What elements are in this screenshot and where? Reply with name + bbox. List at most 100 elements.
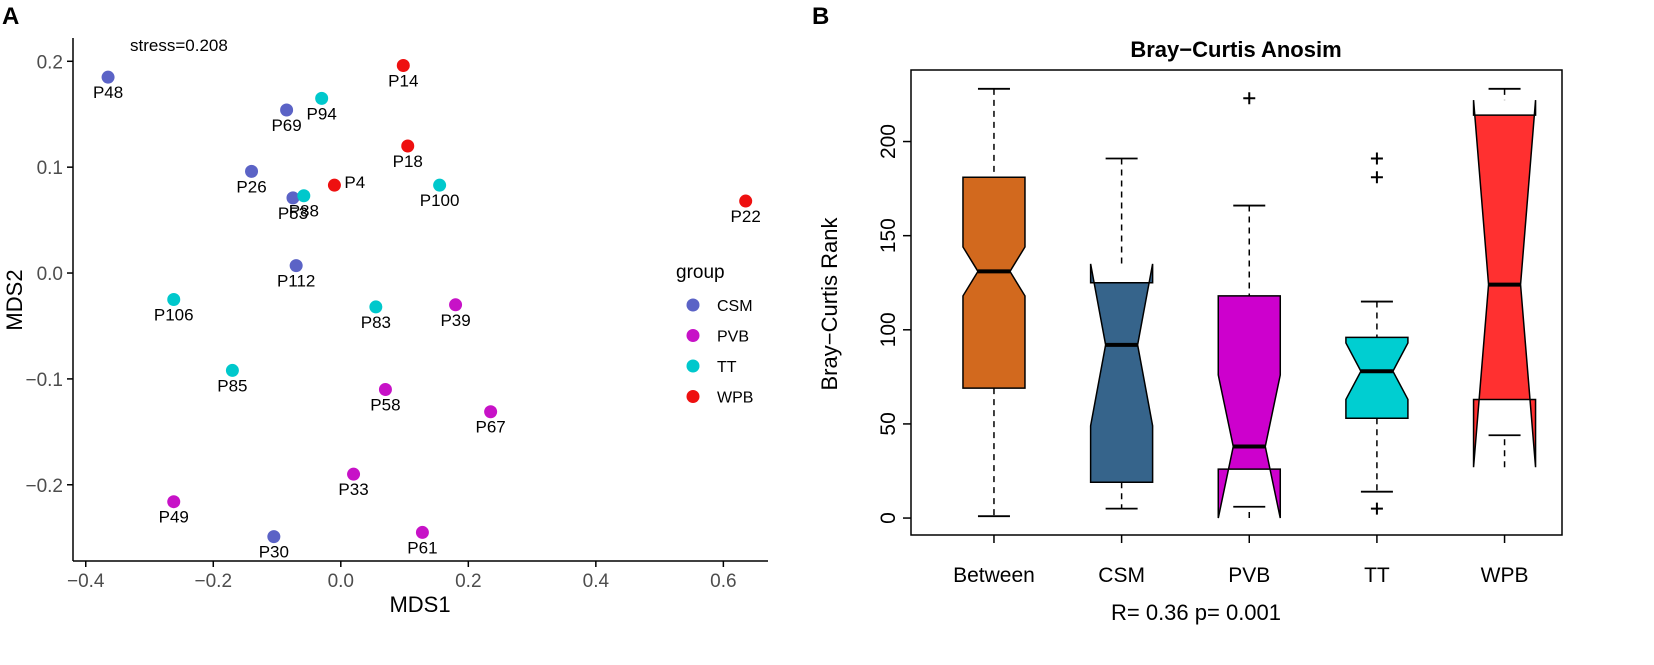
mds-x-axis-title: MDS1	[389, 592, 450, 617]
point-p67	[484, 405, 498, 419]
anosim-boxplot: Bray−Curtis Anosim Bray−Curtis Rank R= 0…	[817, 37, 1563, 625]
box-between	[962, 87, 1026, 518]
boxplot-y-tick-label: 150	[877, 218, 900, 253]
point-label: P49	[159, 508, 189, 527]
point-p61	[415, 525, 429, 539]
boxplot-frame	[910, 69, 1563, 536]
boxplot-x-tick-label: WPB	[1481, 564, 1529, 587]
boxplot-x-tick-label: CSM	[1098, 564, 1145, 587]
mds-x-tick-label: 0.6	[710, 571, 736, 592]
point-p83	[369, 300, 383, 314]
point-p69	[280, 103, 294, 117]
point-p26	[245, 164, 259, 178]
anosim-statistic: R= 0.36 p= 0.001	[1111, 600, 1281, 625]
mds-x-tick-label: 0.2	[455, 571, 481, 592]
point-label: P14	[388, 72, 418, 91]
mds-x-tick-label: 0.0	[328, 571, 354, 592]
panel-label-a: A	[2, 3, 19, 30]
point-label: P69	[271, 116, 301, 135]
mds-y-tick-label: 0.2	[37, 52, 63, 73]
point-label: P30	[259, 543, 289, 562]
point-p112	[289, 259, 303, 273]
box-body	[1217, 295, 1282, 519]
box-body	[1089, 263, 1154, 484]
point-label: P94	[307, 104, 337, 123]
point-p22	[739, 194, 753, 208]
point-p49	[167, 495, 181, 509]
point-p4	[327, 178, 341, 192]
boxplot-y-axis-title: Bray−Curtis Rank	[817, 217, 842, 391]
point-label: P100	[420, 191, 460, 210]
mds-y-tick-label: −0.2	[25, 476, 63, 497]
point-label: P18	[393, 152, 423, 171]
outlier-marker	[1370, 171, 1383, 184]
box-csm	[1089, 157, 1154, 510]
legend-key-wpb	[686, 390, 700, 403]
boxplot-x-tick-label: TT	[1364, 564, 1390, 587]
boxplot-y-tick-label: 50	[877, 412, 900, 435]
outlier-marker	[1243, 92, 1256, 105]
box-body	[1345, 336, 1409, 420]
point-label: P48	[93, 83, 123, 102]
legend-label: TT	[717, 359, 737, 376]
point-p94	[315, 91, 329, 105]
mds-y-axis-title: MDS2	[2, 269, 27, 330]
legend-label: PVB	[717, 329, 749, 346]
legend-label: CSM	[717, 298, 753, 315]
box-wpb	[1472, 87, 1537, 468]
point-label: P83	[361, 313, 391, 332]
outlier-marker	[1370, 502, 1383, 515]
mds-scatter-plot: stress=0.208 MDS1 MDS2 −0.4 −0.2 0.0 0.2 0.4…	[2, 36, 768, 617]
point-label: P33	[338, 480, 368, 499]
mds-x-tick-label: −0.2	[195, 571, 233, 592]
legend-key-csm	[686, 298, 700, 312]
outlier-marker	[1370, 152, 1383, 165]
point-p18	[401, 139, 415, 153]
boxplot-title: Bray−Curtis Anosim	[1130, 37, 1341, 62]
point-p30	[267, 530, 281, 544]
stress-annotation: stress=0.208	[130, 36, 228, 55]
point-p53	[286, 191, 300, 205]
point-label: P88	[289, 202, 319, 221]
point-label: P26	[236, 177, 266, 196]
point-label: P67	[476, 418, 506, 437]
point-p85	[225, 363, 239, 377]
mds-y-tick-label: 0.0	[37, 264, 63, 285]
point-label: P85	[217, 376, 247, 395]
boxplot-y-tick-label: 100	[877, 312, 900, 347]
point-label: P58	[370, 395, 400, 414]
panel-label-b: B	[812, 3, 829, 30]
legend-key-pvb	[686, 329, 700, 342]
boxplot-x-tick-label: Between	[953, 564, 1035, 587]
box-body	[962, 176, 1026, 389]
mds-x-tick-label: −0.4	[67, 571, 105, 592]
boxplot-y-tick-label: 200	[877, 124, 900, 159]
point-p100	[433, 178, 447, 192]
mds-y-tick-label: −0.1	[25, 370, 63, 391]
point-label: P106	[154, 306, 194, 325]
point-p58	[378, 382, 392, 396]
legend-title: group	[676, 262, 725, 283]
point-label: P53	[278, 204, 308, 223]
legend-key-tt	[686, 359, 700, 373]
point-label: P39	[440, 311, 470, 330]
point-p33	[347, 467, 361, 481]
point-label: P22	[731, 207, 761, 226]
point-p88	[297, 189, 311, 203]
point-p14	[396, 59, 410, 73]
point-label: P4	[344, 173, 365, 192]
legend: CSM PVB TT WPB	[686, 298, 753, 407]
point-label: P112	[277, 272, 315, 291]
boxplot-y-tick-label: 0	[877, 512, 900, 524]
point-p106	[167, 293, 181, 306]
boxplot-x-tick-label: PVB	[1228, 564, 1270, 587]
legend-label: WPB	[717, 390, 753, 407]
point-p48	[101, 70, 115, 84]
point-label: P61	[407, 538, 437, 557]
point-p39	[449, 298, 463, 312]
mds-x-tick-label: 0.4	[583, 571, 610, 592]
box-pvb	[1217, 92, 1282, 519]
mds-y-tick-label: 0.1	[37, 158, 63, 179]
box-tt	[1345, 152, 1409, 515]
